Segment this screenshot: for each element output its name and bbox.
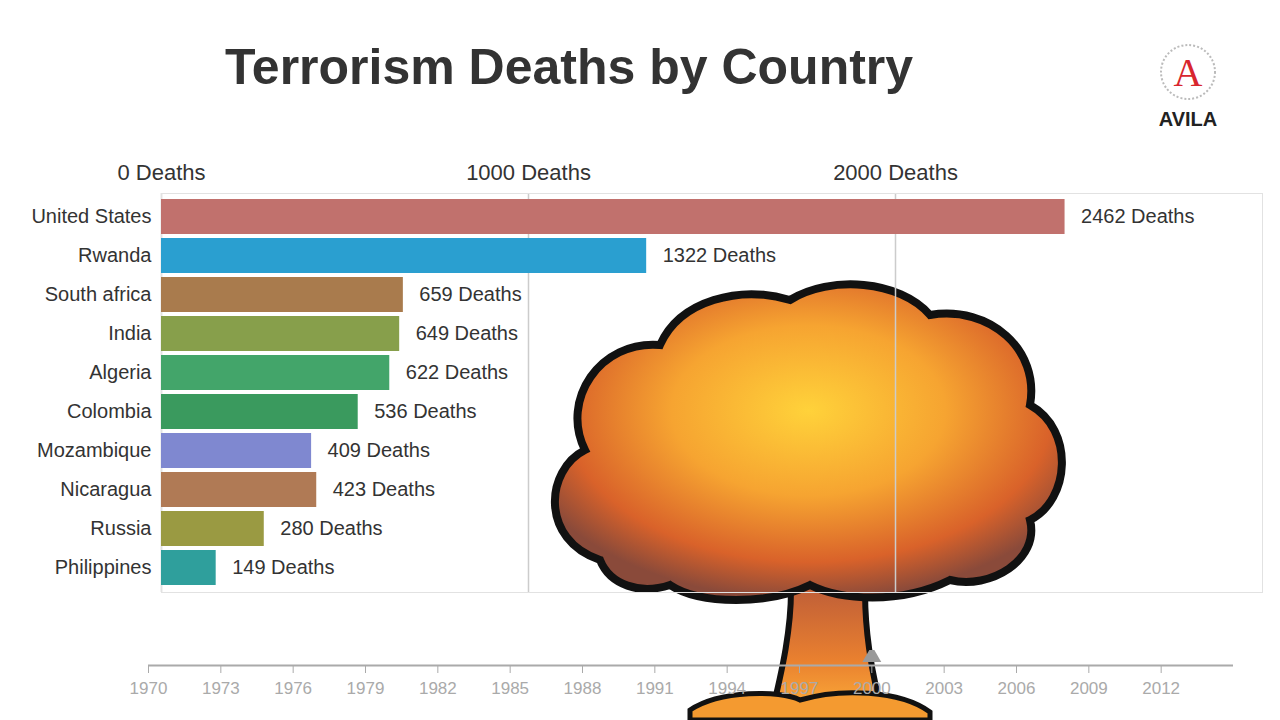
svg-text:1970: 1970 (130, 679, 168, 698)
svg-text:1997: 1997 (781, 679, 819, 698)
svg-text:India: India (108, 322, 152, 344)
svg-text:659 Deaths: 659 Deaths (419, 283, 521, 305)
svg-text:Russia: Russia (90, 517, 152, 539)
svg-text:423 Deaths: 423 Deaths (333, 478, 435, 500)
svg-text:0 Deaths: 0 Deaths (117, 160, 205, 185)
svg-text:649 Deaths: 649 Deaths (416, 322, 518, 344)
svg-text:622 Deaths: 622 Deaths (406, 361, 508, 383)
svg-text:1994: 1994 (708, 679, 746, 698)
html-text:Terrorism Deaths by Country: Terrorism Deaths by Country (225, 39, 914, 95)
svg-text:2009: 2009 (1070, 679, 1108, 698)
svg-text:1988: 1988 (564, 679, 602, 698)
svg-text:1991: 1991 (636, 679, 674, 698)
svg-text:536 Deaths: 536 Deaths (374, 400, 476, 422)
svg-text:1982: 1982 (419, 679, 457, 698)
svg-text:1979: 1979 (347, 679, 385, 698)
svg-text:2003: 2003 (925, 679, 963, 698)
svg-text:AVILA: AVILA (1159, 108, 1218, 130)
svg-text:2000 Deaths: 2000 Deaths (833, 160, 958, 185)
svg-text:2006: 2006 (998, 679, 1036, 698)
svg-text:South africa: South africa (45, 283, 153, 305)
svg-text:Mozambique: Mozambique (37, 439, 152, 461)
svg-text:United States: United States (31, 205, 151, 227)
svg-text:Colombia: Colombia (67, 400, 152, 422)
svg-text:1985: 1985 (491, 679, 529, 698)
svg-text:2462 Deaths: 2462 Deaths (1081, 205, 1194, 227)
svg-text:1322 Deaths: 1322 Deaths (663, 244, 776, 266)
svg-text:1973: 1973 (202, 679, 240, 698)
svg-text:Rwanda: Rwanda (78, 244, 152, 266)
svg-text:2012: 2012 (1142, 679, 1180, 698)
svg-text:149 Deaths: 149 Deaths (232, 556, 334, 578)
svg-text:A: A (1174, 50, 1203, 95)
svg-text:280 Deaths: 280 Deaths (280, 517, 382, 539)
svg-text:1976: 1976 (274, 679, 312, 698)
svg-text:1000 Deaths: 1000 Deaths (466, 160, 591, 185)
svg-text:2000: 2000 (853, 679, 891, 698)
svg-text:Algeria: Algeria (89, 361, 152, 383)
svg-text:409 Deaths: 409 Deaths (328, 439, 430, 461)
svg-text:Nicaragua: Nicaragua (60, 478, 152, 500)
svg-text:Philippines: Philippines (55, 556, 152, 578)
